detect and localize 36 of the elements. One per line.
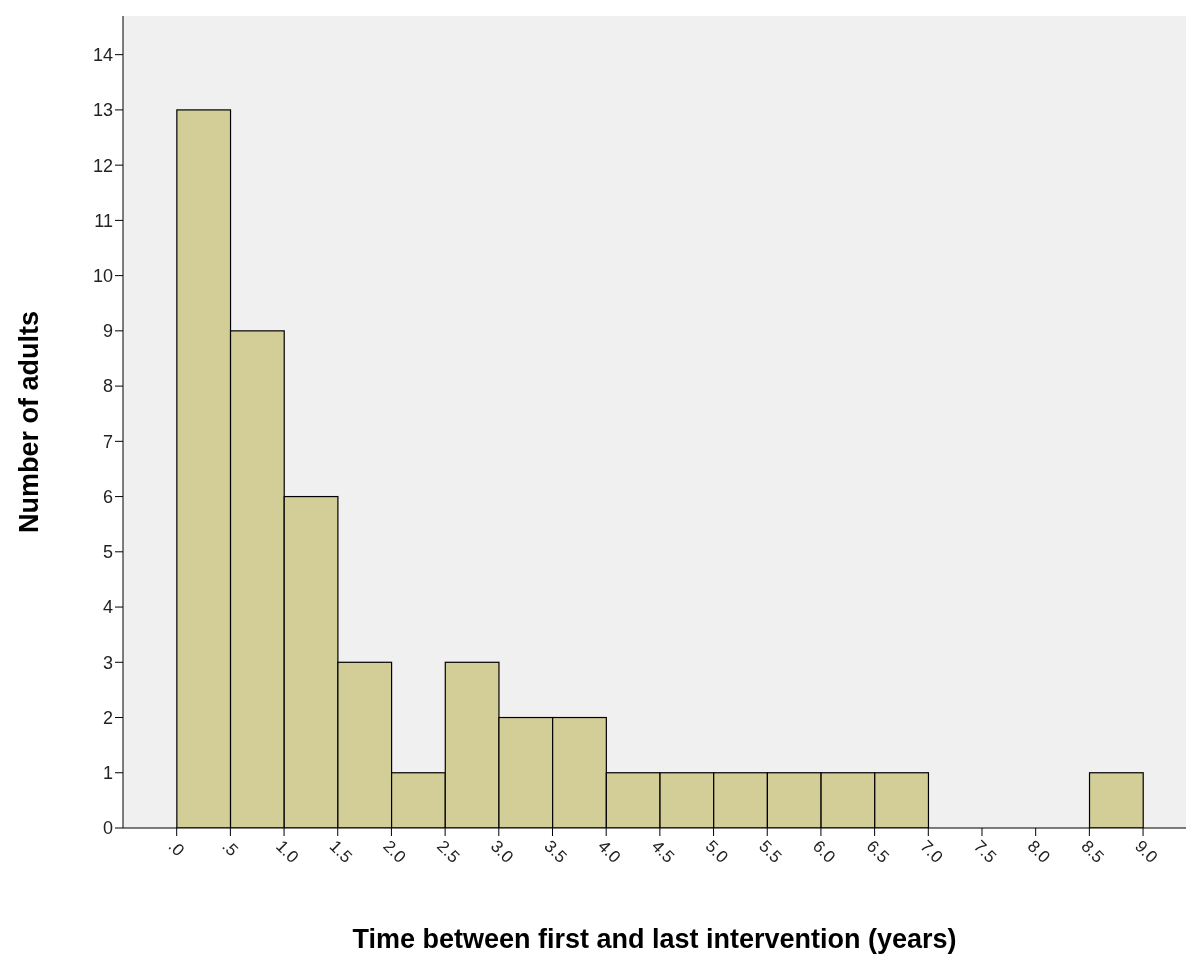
x-tick-label: 4.0 [594,836,625,867]
y-tick-label: 12 [92,155,113,176]
x-tick-label: 2.0 [379,836,410,867]
y-tick-label: 8 [102,376,113,397]
x-tick-label: 8.0 [1023,836,1054,867]
y-tick-label: 11 [94,210,113,231]
x-tick-label: 9.0 [1131,836,1162,867]
y-axis-title: Number of adults [13,310,44,534]
x-tick-label: 1.5 [325,836,356,867]
x-tick-label: 6.0 [808,836,840,867]
y-tick-label: 4 [102,597,113,618]
x-tick-label: 2.5 [433,836,464,867]
y-tick-label: 13 [92,100,113,121]
y-tick-label: 5 [102,542,113,563]
x-tick-label: 6.5 [862,836,893,867]
x-tick-label: 4.5 [647,836,679,867]
x-axis-title: Time between first and last intervention (years) [352,924,957,954]
x-tick-label: .0 [164,836,189,861]
x-tick-label: 1.0 [272,836,303,867]
y-tick-label: 10 [92,266,113,287]
y-tick-label: 2 [102,707,113,728]
x-tick-label: 5.0 [701,836,732,867]
x-tick-label: 3.0 [486,836,517,867]
y-tick-label: 6 [102,486,113,507]
y-tick-label: 0 [102,818,113,839]
y-tick-label: 9 [102,321,113,342]
y-tick-label: 14 [92,45,113,66]
x-tick-label: 5.5 [755,836,786,867]
x-tick-label: 7.0 [916,836,947,867]
x-tick-label: 7.5 [969,836,1001,867]
x-tick-label: .5 [218,836,242,861]
y-tick-label: 7 [102,431,113,452]
x-tick-label: 8.5 [1077,836,1108,867]
y-tick-label: 1 [102,763,113,784]
x-tick-label: 3.5 [540,836,571,867]
y-tick-label: 3 [102,652,113,673]
